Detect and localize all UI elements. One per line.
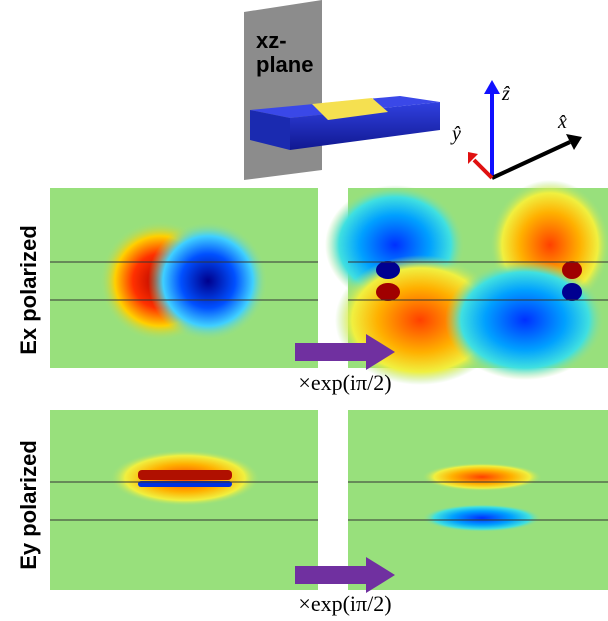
phase-label: ×exp(iπ/2) (298, 370, 391, 395)
arrow (295, 343, 367, 361)
axis-label: x̂ (557, 111, 567, 133)
field-lobe (562, 283, 582, 301)
arrow (295, 566, 367, 584)
field-lobe (422, 504, 542, 532)
schematic: xz- plane ẑ x̂ ŷ (244, 0, 582, 180)
plane-label: plane (256, 52, 313, 77)
row-label: Ey polarized (16, 440, 41, 570)
field-lobe (138, 470, 232, 480)
axis-label: ŷ (450, 123, 461, 145)
field-map (348, 410, 608, 590)
field-lobe (376, 283, 400, 301)
row-ey: Ey polarized ×exp(iπ/2) (16, 410, 608, 616)
plane-label: xz- (256, 28, 287, 53)
field-lobe (445, 260, 605, 380)
field-lobe (148, 221, 268, 341)
x-axis (492, 142, 570, 178)
row-ex: Ex polarized ×exp(iπ/2) (16, 180, 608, 395)
row-label: Ex polarized (16, 225, 41, 355)
field-lobe (376, 261, 400, 279)
field-lobe (422, 463, 542, 491)
y-axis (474, 160, 492, 178)
xz-plane (244, 0, 322, 180)
figure: xz- plane ẑ x̂ ŷ Ex polarized ×exp(iπ/2) (0, 0, 608, 621)
phase-label: ×exp(iπ/2) (298, 591, 391, 616)
axis-label: ẑ (501, 83, 510, 105)
field-lobe (562, 261, 582, 279)
arrowhead (484, 80, 500, 94)
